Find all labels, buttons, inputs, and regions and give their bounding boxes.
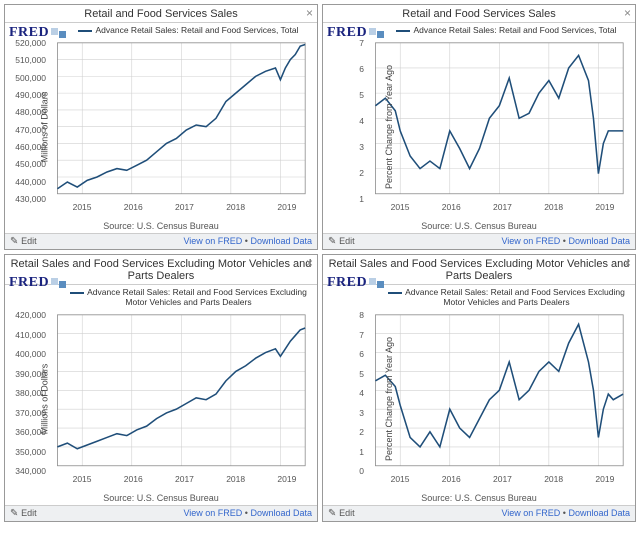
panel-footer: EditView on FRED • Download Data	[5, 233, 317, 249]
fred-logo: FRED	[327, 275, 389, 291]
y-axis-label: Millions of Dollars	[39, 364, 49, 435]
source-text: Source: U.S. Census Bureau	[323, 219, 635, 233]
close-icon[interactable]: ×	[306, 6, 313, 20]
chart-panel: Retail Sales and Food Services Excluding…	[322, 254, 636, 522]
y-axis-label: Millions of Dollars	[39, 92, 49, 163]
chart-panel: Retail and Food Services Sales×FREDAdvan…	[4, 4, 318, 250]
panel-footer: EditView on FRED • Download Data	[5, 505, 317, 521]
view-link[interactable]: View on FRED	[183, 236, 242, 246]
view-link[interactable]: View on FRED	[501, 508, 560, 518]
panel-title: Retail and Food Services Sales×	[5, 5, 317, 23]
chart-panel: Retail and Food Services Sales×FREDAdvan…	[322, 4, 636, 250]
edit-button[interactable]: Edit	[10, 236, 37, 247]
y-axis-label: Percent Change from Year Ago	[384, 65, 394, 189]
plot-area: 430,000440,000450,000460,000470,000480,0…	[11, 37, 311, 217]
edit-button[interactable]: Edit	[10, 508, 37, 519]
plot-area: 01234567820152016201720182019Percent Cha…	[329, 309, 629, 489]
download-link[interactable]: Download Data	[250, 236, 312, 246]
view-link[interactable]: View on FRED	[501, 236, 560, 246]
chart-panel: Retail Sales and Food Services Excluding…	[4, 254, 318, 522]
panel-footer: EditView on FRED • Download Data	[323, 233, 635, 249]
panel-title: Retail and Food Services Sales×	[323, 5, 635, 23]
view-link[interactable]: View on FRED	[183, 508, 242, 518]
source-text: Source: U.S. Census Bureau	[323, 491, 635, 505]
close-icon[interactable]: ×	[306, 256, 313, 270]
close-icon[interactable]: ×	[624, 256, 631, 270]
fred-logo: FRED	[9, 275, 71, 291]
source-text: Source: U.S. Census Bureau	[5, 219, 317, 233]
download-link[interactable]: Download Data	[568, 236, 630, 246]
edit-button[interactable]: Edit	[328, 236, 355, 247]
close-icon[interactable]: ×	[624, 6, 631, 20]
panel-footer: EditView on FRED • Download Data	[323, 505, 635, 521]
source-text: Source: U.S. Census Bureau	[5, 491, 317, 505]
edit-button[interactable]: Edit	[328, 508, 355, 519]
y-axis-label: Percent Change from Year Ago	[384, 337, 394, 461]
plot-area: 340,000350,000360,000370,000380,000390,0…	[11, 309, 311, 489]
plot-area: 123456720152016201720182019Percent Chang…	[329, 37, 629, 217]
download-link[interactable]: Download Data	[250, 508, 312, 518]
download-link[interactable]: Download Data	[568, 508, 630, 518]
